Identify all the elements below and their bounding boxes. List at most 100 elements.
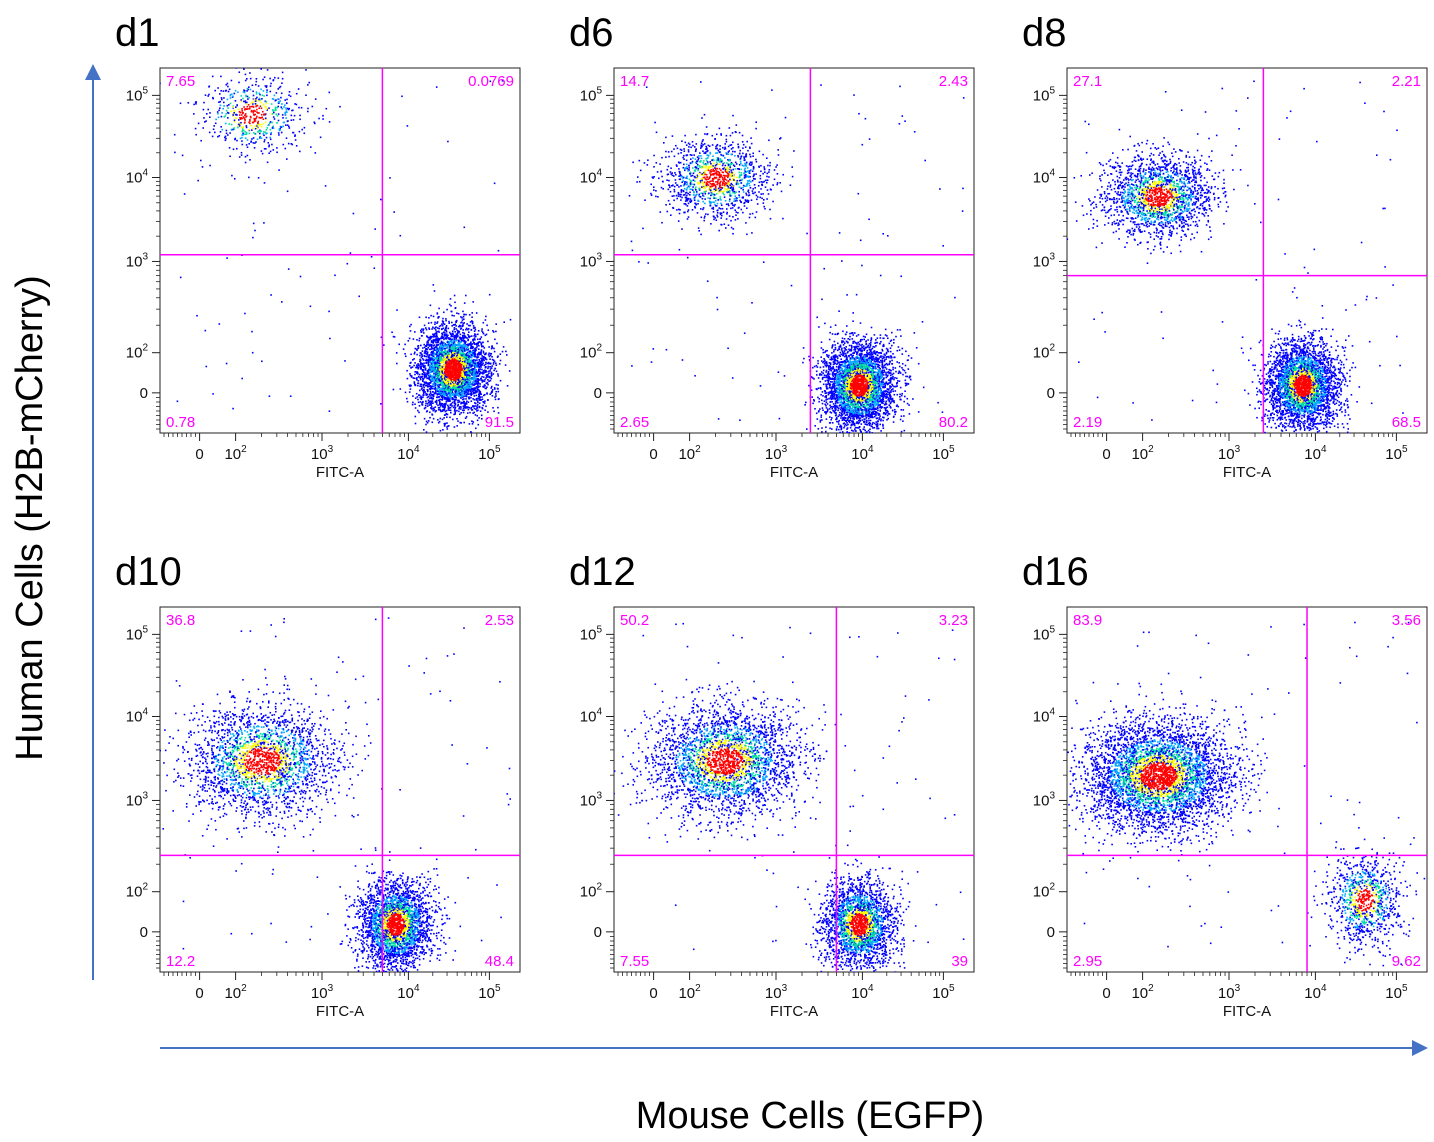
event-dot — [471, 423, 474, 425]
event-dot — [460, 327, 463, 330]
event-dot — [462, 353, 464, 355]
event-dot — [253, 147, 256, 149]
event-dot — [246, 154, 249, 157]
event-dot — [464, 405, 466, 407]
event-dot — [416, 372, 418, 374]
event-dot — [462, 411, 465, 414]
event-dot — [409, 388, 412, 390]
event-dot — [299, 150, 301, 153]
event-dot — [442, 366, 444, 369]
event-dot — [473, 352, 476, 354]
event-dot — [474, 359, 477, 362]
event-dot — [750, 137, 752, 139]
event-dot — [449, 349, 452, 351]
event-dot — [258, 116, 260, 119]
event-dot — [458, 380, 460, 382]
event-dot — [421, 373, 424, 376]
event-dot — [404, 391, 407, 394]
event-dot — [457, 346, 459, 348]
event-dot — [751, 170, 754, 172]
event-dot — [489, 376, 492, 379]
event-dot — [478, 345, 480, 347]
event-dot — [260, 101, 262, 104]
event-dot — [426, 369, 429, 372]
event-dot — [228, 104, 230, 106]
event-dot — [428, 361, 430, 363]
event-dot — [426, 422, 429, 424]
event-dot — [246, 108, 249, 110]
event-dot — [473, 337, 476, 339]
event-dot — [448, 400, 451, 402]
event-dot — [248, 143, 250, 145]
event-dot — [454, 354, 456, 357]
event-dot — [725, 171, 727, 173]
event-dot — [462, 368, 465, 371]
event-dot — [456, 360, 459, 362]
event-dot — [488, 375, 490, 378]
event-dot — [450, 371, 453, 373]
event-dot — [779, 138, 781, 140]
event-dot — [309, 305, 312, 308]
event-dot — [489, 80, 492, 83]
event-dot — [489, 368, 492, 370]
event-dot — [437, 359, 440, 362]
event-dot — [477, 364, 480, 366]
event-dot — [449, 404, 452, 406]
event-dot — [459, 383, 461, 385]
event-dot — [263, 140, 266, 143]
event-dot — [699, 180, 702, 182]
event-dot — [458, 343, 461, 345]
event-dot — [438, 420, 441, 423]
event-dot — [437, 381, 439, 383]
event-dot — [706, 148, 708, 151]
event-dot — [455, 340, 458, 342]
event-dot — [482, 370, 485, 372]
event-dot — [639, 169, 642, 172]
event-dot — [435, 326, 437, 329]
event-dot — [440, 340, 443, 343]
event-dot — [467, 368, 470, 371]
event-dot — [463, 390, 466, 393]
event-dot — [472, 384, 474, 386]
event-dot — [287, 108, 290, 111]
event-dot — [686, 166, 688, 168]
event-dot — [435, 335, 437, 338]
event-dot — [688, 167, 690, 169]
event-dot — [464, 372, 466, 374]
event-dot — [497, 355, 499, 357]
event-dot — [431, 400, 434, 402]
event-dot — [481, 381, 484, 383]
event-dot — [432, 365, 434, 368]
event-dot — [281, 301, 283, 303]
event-dot — [389, 177, 391, 179]
event-dot — [241, 114, 243, 116]
event-dot — [278, 86, 281, 89]
event-dot — [425, 382, 428, 384]
event-dot — [451, 321, 453, 324]
event-dot — [458, 401, 461, 403]
event-dot — [766, 181, 768, 184]
event-dot — [488, 346, 490, 348]
event-dot — [491, 388, 494, 391]
event-dot — [455, 346, 457, 349]
event-dot — [409, 325, 411, 328]
event-dot — [727, 153, 730, 155]
event-dot — [491, 390, 493, 393]
event-dot — [467, 391, 470, 393]
event-dot — [453, 389, 456, 391]
event-dot — [737, 218, 739, 220]
event-dot — [442, 354, 445, 356]
event-dot — [421, 363, 424, 366]
event-dot — [441, 384, 443, 387]
event-dot — [446, 340, 449, 343]
event-dot — [418, 337, 421, 340]
event-dot — [443, 375, 446, 378]
event-dot — [242, 129, 245, 132]
event-dot — [438, 379, 440, 381]
event-dot — [243, 106, 245, 108]
event-dot — [464, 335, 466, 337]
event-dot — [278, 101, 280, 103]
event-dot — [264, 85, 267, 87]
event-dot — [421, 403, 423, 406]
